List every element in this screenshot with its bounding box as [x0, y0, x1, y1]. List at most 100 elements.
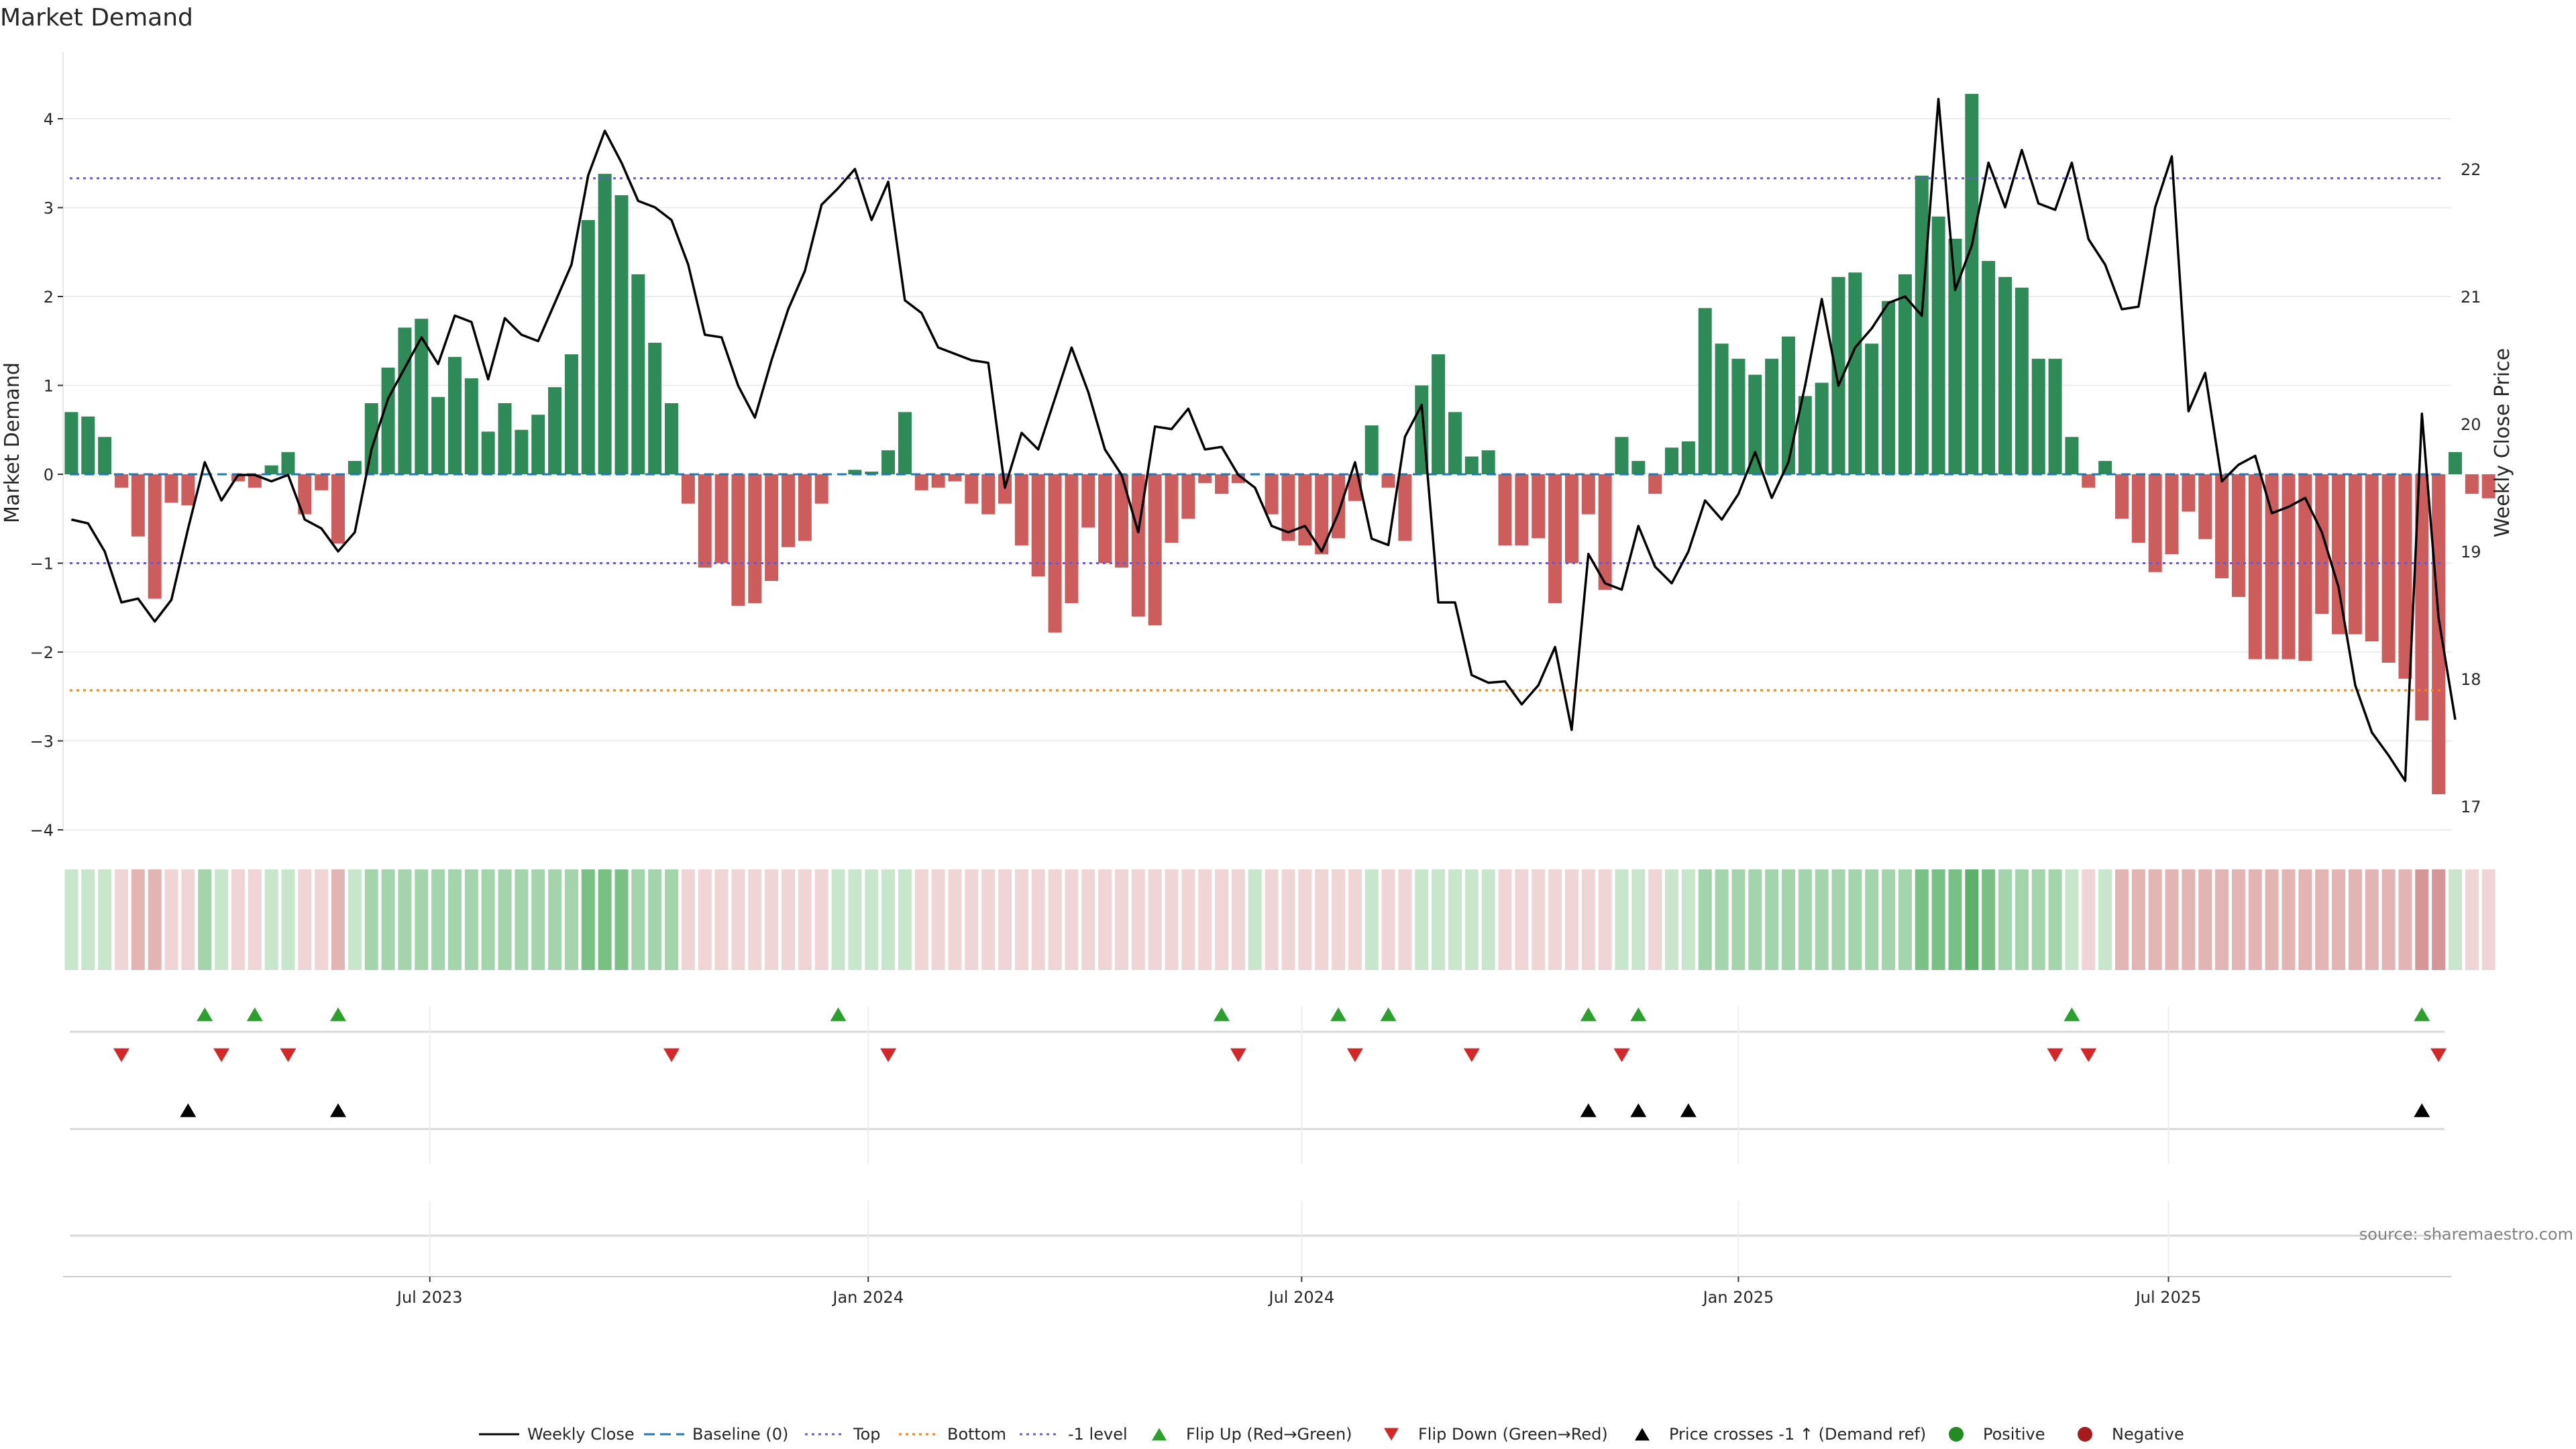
- flip-up-marker: [1330, 1007, 1347, 1022]
- demand-bar: [1931, 216, 1945, 474]
- demand-bar: [81, 416, 95, 474]
- demand-bar: [1615, 437, 1629, 474]
- band-cell: [1315, 869, 1329, 970]
- band-cell: [1765, 869, 1779, 970]
- flip-down-marker: [1463, 1048, 1480, 1063]
- band-cell: [1114, 869, 1128, 970]
- band-cell: [1931, 869, 1945, 970]
- band-cell: [1398, 869, 1412, 970]
- band-cell: [548, 869, 562, 970]
- demand-bar: [865, 472, 879, 474]
- band-cell: [148, 869, 162, 970]
- legend-label: Top: [853, 1425, 881, 1444]
- demand-bar: [1065, 474, 1079, 604]
- demand-bar: [164, 474, 178, 503]
- demand-bar: [2332, 474, 2346, 635]
- demand-bar: [1081, 474, 1095, 528]
- flip-down-marker: [213, 1048, 230, 1063]
- band-cell: [1781, 869, 1795, 970]
- flip-up-marker: [1214, 1007, 1230, 1022]
- band-cell: [1498, 869, 1512, 970]
- legend-label: Flip Down (Green→Red): [1418, 1425, 1608, 1444]
- demand-bar: [131, 474, 145, 537]
- demand-bar: [315, 474, 329, 490]
- left-tick-label: −3: [30, 733, 54, 751]
- demand-bar: [1315, 474, 1329, 555]
- demand-bar: [1181, 474, 1195, 519]
- band-cell: [1348, 869, 1362, 970]
- band-cell: [415, 869, 429, 970]
- band-cell: [1248, 869, 1262, 970]
- demand-bar: [948, 474, 962, 482]
- legend-label: Flip Up (Red→Green): [1186, 1425, 1352, 1444]
- demand-bar: [1815, 382, 1829, 474]
- band-cell: [1898, 869, 1912, 970]
- band-cell: [1148, 869, 1162, 970]
- price-cross-marker: [330, 1103, 347, 1118]
- demand-bar: [1781, 336, 1795, 474]
- demand-bar: [1898, 274, 1912, 474]
- band-cell: [2048, 869, 2062, 970]
- band-cell: [681, 869, 695, 970]
- band-cell: [2465, 869, 2479, 970]
- chart-title: Market Demand: [0, 4, 193, 32]
- legend-item: Bottom: [899, 1425, 1006, 1444]
- demand-bar: [2381, 474, 2396, 663]
- band-cell: [264, 869, 278, 970]
- demand-bar: [2031, 358, 2045, 474]
- band-cell: [1532, 869, 1546, 970]
- source-note: source: sharemaestro.com: [2359, 1225, 2573, 1244]
- band-cell: [831, 869, 845, 970]
- demand-bar: [781, 474, 795, 547]
- demand-bar: [1915, 175, 1929, 474]
- demand-bar: [398, 327, 412, 474]
- demand-bar: [248, 474, 262, 488]
- legend-item: -1 level: [1020, 1425, 1128, 1444]
- band-cell: [1031, 869, 1045, 970]
- band-cell: [731, 869, 745, 970]
- band-cell: [2298, 869, 2312, 970]
- legend-label: Bottom: [947, 1425, 1006, 1444]
- band-cell: [531, 869, 545, 970]
- band-cell: [231, 869, 245, 970]
- demand-bar: [515, 429, 529, 474]
- band-cell: [1598, 869, 1612, 970]
- band-cell: [581, 869, 595, 970]
- demand-bar: [2415, 474, 2429, 721]
- band-cell: [1815, 869, 1829, 970]
- demand-bar: [965, 474, 979, 504]
- band-cell: [2165, 869, 2179, 970]
- band-cell: [447, 869, 462, 970]
- legend-item: Negative: [2078, 1425, 2184, 1444]
- band-cell: [781, 869, 795, 970]
- reference-lines: [70, 177, 2445, 692]
- band-cell: [364, 869, 378, 970]
- demand-bar: [765, 474, 779, 581]
- band-cell: [431, 869, 445, 970]
- demand-bar: [364, 403, 378, 474]
- demand-bar: [1598, 474, 1612, 590]
- demand-bar: [1848, 272, 1862, 474]
- demand-bar: [1765, 358, 1779, 474]
- band-cell: [1332, 869, 1346, 970]
- flip-up-marker: [1380, 1007, 1397, 1022]
- demand-bar: [2165, 474, 2179, 555]
- demand-bar: [2065, 437, 2079, 474]
- signal-panel: [70, 1006, 2447, 1275]
- band-cell: [1731, 869, 1746, 970]
- band-cell: [1681, 869, 1695, 970]
- right-tick-label: 20: [2461, 415, 2481, 434]
- legend-swatch: [1152, 1428, 1167, 1441]
- left-tick-label: −1: [30, 555, 54, 574]
- band-cell: [1215, 869, 1229, 970]
- demand-bar: [1731, 358, 1746, 474]
- demand-bar: [1948, 238, 1962, 474]
- band-cell: [698, 869, 712, 970]
- legend-item: Baseline (0): [644, 1425, 788, 1444]
- flip-up-marker: [330, 1007, 347, 1022]
- band-cell: [714, 869, 729, 970]
- demand-bar: [98, 437, 112, 474]
- demand-bar: [1648, 474, 1662, 494]
- band-cell: [1481, 869, 1495, 970]
- demand-bar: [1381, 474, 1395, 488]
